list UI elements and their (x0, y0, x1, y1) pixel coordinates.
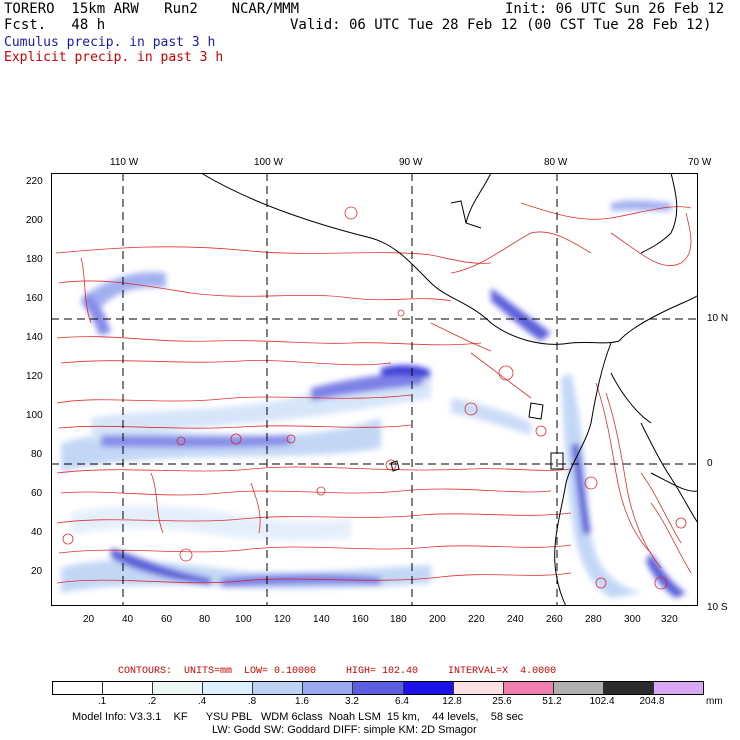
init-time: Init: 06 UTC Sun 26 Feb 12 (505, 1, 725, 17)
color-bar-level-label: .4 (197, 696, 207, 707)
y-tick: 100 (26, 410, 43, 421)
lon-label-110w: 110 W (110, 157, 139, 168)
color-bar-level-label: 51.2 (542, 696, 562, 707)
lon-label-80w: 80 W (544, 157, 568, 168)
color-swatch (253, 682, 304, 694)
lon-label-70w: 70 W (688, 157, 712, 168)
model-info: Model Info: V3.3.1 KF YSU PBL WDM 6class… (72, 711, 524, 723)
color-bar-level-label: 204.8 (639, 696, 665, 707)
x-tick: 240 (507, 614, 524, 625)
x-tick: 80 (199, 614, 211, 625)
lon-label-100w: 100 W (254, 157, 283, 168)
x-tick: 180 (390, 614, 407, 625)
color-swatch (353, 682, 404, 694)
x-tick: 40 (122, 614, 134, 625)
x-tick: 160 (352, 614, 369, 625)
graticule (51, 173, 698, 606)
x-tick: 300 (624, 614, 641, 625)
forecast-hour: Fcst. 48 h (4, 17, 106, 33)
color-swatch (403, 682, 454, 694)
y-tick: 80 (31, 449, 43, 460)
x-tick: 280 (585, 614, 602, 625)
x-tick: 200 (429, 614, 446, 625)
map-frame (51, 173, 698, 606)
y-tick: 200 (26, 215, 43, 226)
lat-label-0: 0 (707, 458, 713, 469)
model-title: TORERO 15km ARW Run2 NCAR/MMM (4, 1, 300, 17)
color-bar-level-label: 3.2 (345, 696, 359, 707)
cumulus-precip-label: Cumulus precip. in past 3 h (4, 35, 216, 50)
x-tick: 100 (235, 614, 252, 625)
contours-info: CONTOURS: UNITS=mm LOW= 0.10000 HIGH= 10… (118, 666, 557, 677)
x-tick: 220 (468, 614, 485, 625)
color-swatch (303, 682, 354, 694)
y-tick: 120 (26, 371, 43, 382)
color-swatch (203, 682, 254, 694)
y-tick: 160 (26, 293, 43, 304)
valid-time: Valid: 06 UTC Tue 28 Feb 12 (00 CST Tue … (290, 17, 712, 33)
lat-label-10s: 10 S (707, 602, 728, 613)
lon-label-90w: 90 W (399, 157, 423, 168)
color-swatch (553, 682, 604, 694)
color-bar-level-label: 12.8 (442, 696, 462, 707)
y-tick: 140 (26, 332, 43, 343)
color-bar-level-label: 6.4 (395, 696, 409, 707)
y-tick: 220 (26, 176, 43, 187)
x-tick: 320 (661, 614, 678, 625)
color-bar-level-label: 102.4 (589, 696, 615, 707)
color-swatch (103, 682, 154, 694)
color-bar-level-label: .2 (147, 696, 157, 707)
y-tick: 60 (31, 488, 43, 499)
color-bar-level-label: 1.6 (295, 696, 309, 707)
x-tick: 140 (313, 614, 330, 625)
x-tick: 60 (161, 614, 173, 625)
lat-label-10n: 10 N (707, 313, 729, 324)
x-tick: 260 (546, 614, 563, 625)
x-tick: 120 (274, 614, 291, 625)
y-tick: 20 (31, 566, 43, 577)
x-tick: 20 (83, 614, 95, 625)
color-bar (52, 681, 704, 695)
explicit-precip-contours (55, 202, 692, 590)
explicit-precip-label: Explicit precip. in past 3 h (4, 50, 224, 65)
color-bar-level-label: 25.6 (492, 696, 512, 707)
color-swatch (603, 682, 654, 694)
physics-info: LW: Godd SW: Goddard DIFF: simple KM: 2D… (212, 724, 477, 736)
color-swatch (503, 682, 554, 694)
units-label: mm (706, 696, 723, 707)
color-swatch (653, 682, 704, 694)
coastlines (200, 173, 698, 606)
y-tick: 180 (26, 254, 43, 265)
cumulus-precip-field (61, 200, 686, 598)
y-tick: 40 (31, 527, 43, 538)
color-swatch (153, 682, 204, 694)
color-swatch (453, 682, 504, 694)
color-swatch (53, 682, 104, 694)
color-bar-level-label: .8 (247, 696, 257, 707)
color-bar-level-label: .1 (97, 696, 107, 707)
precipitation-map (51, 173, 698, 606)
